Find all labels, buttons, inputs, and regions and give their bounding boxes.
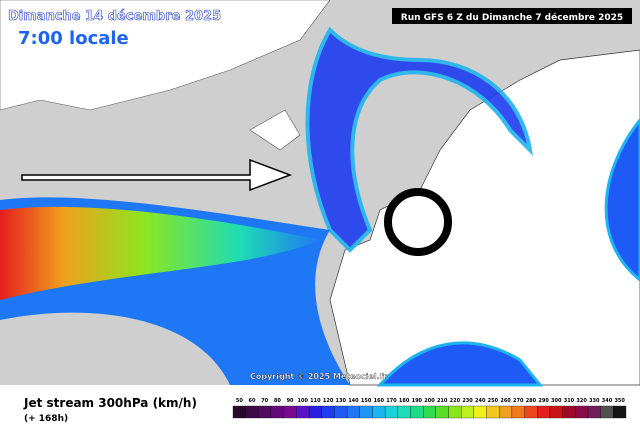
jet-east bbox=[604, 117, 640, 282]
scale-swatch bbox=[499, 405, 513, 419]
time: 7:00 locale bbox=[18, 28, 129, 49]
scale-label: 180 bbox=[399, 398, 410, 404]
scale-label: 280 bbox=[526, 398, 537, 404]
arrow bbox=[21, 158, 293, 192]
scale-swatch bbox=[587, 405, 601, 419]
scale-swatch bbox=[435, 405, 449, 419]
scale-label: 100 bbox=[298, 398, 309, 404]
scale-swatch bbox=[321, 405, 335, 419]
scale-label: 190 bbox=[412, 398, 423, 404]
scale-swatch bbox=[245, 405, 259, 419]
scale-swatch bbox=[283, 405, 297, 419]
scale-label: 80 bbox=[274, 398, 281, 404]
scale-label: 350 bbox=[614, 398, 625, 404]
scale-label: 120 bbox=[323, 398, 334, 404]
scale-swatch bbox=[461, 405, 475, 419]
scale-swatch bbox=[486, 405, 500, 419]
scale-label: 250 bbox=[488, 398, 499, 404]
scale-label: 130 bbox=[336, 398, 347, 404]
scale-label: 300 bbox=[551, 398, 562, 404]
map: Dimanche 14 décembre 2025 7:00 locale Ru… bbox=[0, 0, 640, 387]
scale-swatch bbox=[511, 405, 525, 419]
scale-swatch bbox=[600, 405, 614, 419]
scale-swatch bbox=[448, 405, 462, 419]
jet-south bbox=[376, 341, 544, 387]
scale-swatch bbox=[575, 405, 589, 419]
scale-swatch bbox=[397, 405, 411, 419]
run-box bbox=[392, 8, 632, 24]
scale-swatch bbox=[524, 405, 538, 419]
scale-swatch bbox=[270, 405, 284, 419]
scale-label: 150 bbox=[361, 398, 372, 404]
legend: 50 60 70 80 90 100 110 120 130 140 150 160 170 180 190… bbox=[232, 398, 627, 419]
jet-atlantic-core bbox=[0, 206, 320, 300]
scale-label: 270 bbox=[513, 398, 524, 404]
scale-swatch bbox=[334, 405, 348, 419]
footer-title: Jet stream 300hPa (km/h) bbox=[23, 396, 197, 410]
scale-label: 60 bbox=[249, 398, 256, 404]
scale-label: 170 bbox=[386, 398, 397, 404]
scale-swatch bbox=[359, 405, 373, 419]
scale-swatch bbox=[346, 405, 360, 419]
scale-label: 290 bbox=[538, 398, 549, 404]
scale-swatch bbox=[562, 405, 576, 419]
scale-label: 310 bbox=[564, 398, 575, 404]
scale-swatch bbox=[549, 405, 563, 419]
highlight-circle bbox=[384, 188, 452, 256]
scale-label: 210 bbox=[437, 398, 448, 404]
run: Run GFS 6 Z du Dimanche 7 décembre 2025 bbox=[401, 12, 623, 23]
footer-lead: (+ 168h) bbox=[24, 414, 68, 424]
scale-swatch bbox=[423, 405, 436, 419]
copyright: Copyright © 2025 Meteociel.fr bbox=[250, 372, 387, 381]
jet-north bbox=[305, 26, 534, 253]
scale-swatch bbox=[258, 405, 272, 419]
scale-label: 200 bbox=[424, 398, 435, 404]
scale-swatch bbox=[296, 405, 310, 419]
scale-label: 160 bbox=[374, 398, 385, 404]
scale-swatch bbox=[613, 405, 627, 419]
scale-label: 70 bbox=[261, 398, 268, 404]
scale-label: 340 bbox=[602, 398, 613, 404]
scale-label: 90 bbox=[287, 398, 294, 404]
scale-swatch bbox=[308, 405, 322, 419]
europe bbox=[329, 49, 640, 386]
scale-label: 220 bbox=[450, 398, 461, 404]
iceland bbox=[249, 109, 301, 151]
scale-label: 230 bbox=[462, 398, 473, 404]
scale-swatch bbox=[410, 405, 424, 419]
scale-swatch bbox=[384, 405, 398, 419]
scale-label: 320 bbox=[576, 398, 587, 404]
scale-swatch bbox=[473, 405, 487, 419]
date: Dimanche 14 décembre 2025 bbox=[8, 9, 221, 24]
scale-swatch bbox=[372, 405, 386, 419]
scale-swatch bbox=[232, 405, 246, 419]
scale-label: 240 bbox=[475, 398, 486, 404]
scale-label: 140 bbox=[348, 398, 359, 404]
scale-label: 50 bbox=[236, 398, 243, 404]
scale-label: 110 bbox=[310, 398, 321, 404]
scale-label: 260 bbox=[500, 398, 511, 404]
scale-label: 330 bbox=[589, 398, 600, 404]
greenland bbox=[0, 0, 331, 111]
scale-swatch bbox=[537, 405, 551, 419]
